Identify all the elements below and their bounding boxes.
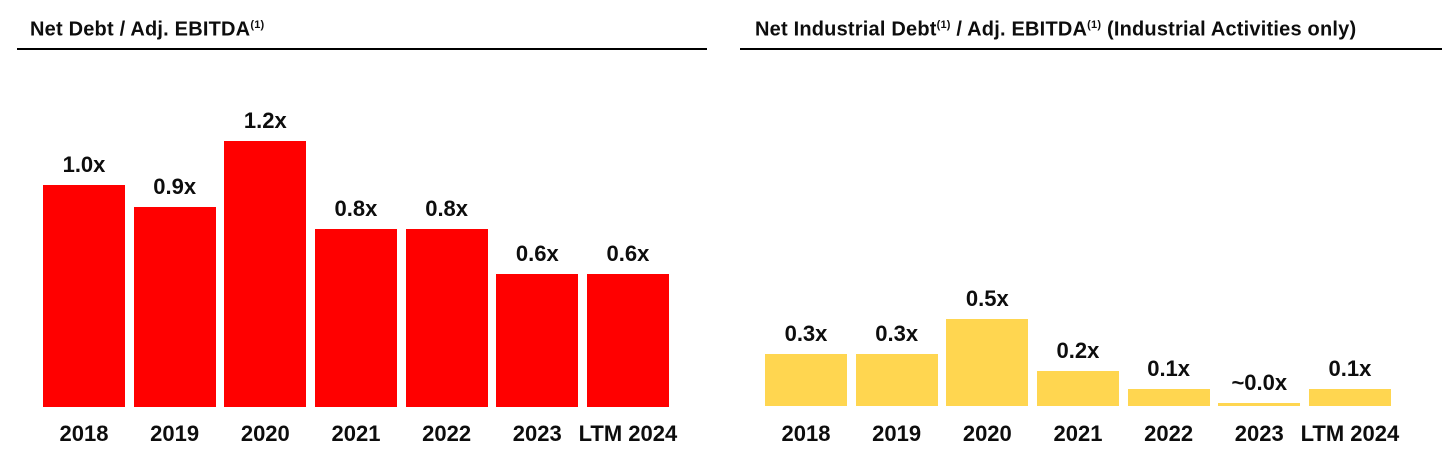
x-axis-label: 2019: [150, 421, 200, 446]
x-axis-label: 2019: [872, 421, 922, 446]
bar-value-label: 0.5x: [965, 286, 1009, 311]
bar-group: 1.2x: [224, 77, 307, 407]
right-chart-header: Net Industrial Debt(1) / Adj. EBITDA(1) …: [740, 12, 1442, 50]
bar-group: 0.2x: [1036, 76, 1119, 406]
x-axis-label: 2023: [1234, 421, 1284, 446]
bar-value-label: 0.3x: [875, 321, 919, 346]
bar-group: 0.6x: [496, 77, 579, 407]
bar-group: 0.8x: [405, 77, 488, 407]
x-axis-label: 2021: [331, 421, 381, 446]
x-axis-label: 2023: [512, 421, 562, 446]
bar: [765, 354, 847, 406]
bar-group: 0.3x: [855, 76, 938, 406]
bar-group: ~0.0x: [1218, 76, 1301, 406]
bar: [405, 229, 488, 407]
title-text: / Adj. EBITDA: [950, 18, 1088, 41]
bar-value-label: 1.0x: [62, 152, 106, 177]
title-footnote-marker: (1): [1087, 19, 1102, 31]
bar: [43, 185, 125, 407]
x-axis-label: 2020: [240, 421, 290, 446]
bar-value-label: 0.1x: [1328, 356, 1372, 381]
bar-group: 0.1x: [1308, 76, 1391, 406]
bar: [1308, 389, 1391, 406]
bar-value-label: 0.6x: [606, 241, 650, 266]
left-chart-title: Net Debt / Adj. EBITDA(1): [17, 12, 707, 48]
bar-value-label: 0.8x: [334, 196, 378, 221]
left-chart-plot-area: 1.0x 0.9x 1.2x 0.8x 0.8x 0.6x 0.6x: [43, 77, 669, 407]
bar: [1127, 389, 1210, 406]
bar-value-label: 0.6x: [515, 241, 559, 266]
bar-value-label: ~0.0x: [1231, 370, 1288, 395]
x-axis-label: 2018: [781, 421, 831, 446]
bar: [1218, 403, 1301, 406]
bar-group: 0.3x: [765, 76, 847, 406]
right-chart-plot-area: 0.3x 0.3x 0.5x 0.2x 0.1x ~0.0x 0.1x: [765, 76, 1391, 406]
bar-group: 0.5x: [946, 76, 1029, 406]
left-chart-header: Net Debt / Adj. EBITDA(1): [17, 12, 707, 50]
x-axis-label: 2020: [962, 421, 1012, 446]
title-text: Net Debt / Adj. EBITDA: [30, 18, 251, 41]
x-axis-label: 2021: [1053, 421, 1103, 446]
left-chart-x-axis: 2018 2019 2020 2021 2022 2023 LTM 2024: [43, 421, 678, 447]
bar-value-label: 1.2x: [243, 108, 287, 133]
bar-value-label: 0.9x: [153, 174, 197, 199]
x-axis-label: 2018: [59, 421, 109, 446]
bar: [855, 354, 938, 406]
bar: [1036, 371, 1119, 406]
bar: [224, 141, 307, 407]
x-axis-label: LTM 2024: [1300, 421, 1400, 446]
bar: [946, 319, 1029, 406]
bar-value-label: 0.2x: [1056, 338, 1100, 363]
bar-group: 0.8x: [314, 77, 397, 407]
bar-group: 0.9x: [133, 77, 216, 407]
bar-group: 1.0x: [43, 77, 125, 407]
bar-group: 0.6x: [586, 77, 669, 407]
bar-group: 0.1x: [1127, 76, 1210, 406]
bar: [586, 274, 669, 407]
bar: [133, 207, 216, 407]
right-chart-title: Net Industrial Debt(1) / Adj. EBITDA(1) …: [740, 12, 1442, 48]
title-footnote-marker: (1): [936, 19, 951, 31]
title-text: Net Industrial Debt: [755, 18, 937, 41]
bar-value-label: 0.3x: [784, 321, 828, 346]
bar: [314, 229, 397, 407]
right-chart-x-axis: 2018 2019 2020 2021 2022 2023 LTM 2024: [765, 421, 1400, 447]
bar-value-label: 0.8x: [425, 196, 469, 221]
x-axis-label: 2022: [1144, 421, 1194, 446]
bar-value-label: 0.1x: [1147, 356, 1191, 381]
title-text: (Industrial Activities only): [1101, 18, 1357, 41]
bar: [496, 274, 579, 407]
x-axis-label: 2022: [422, 421, 472, 446]
x-axis-label: LTM 2024: [578, 421, 678, 446]
title-footnote-marker: (1): [250, 19, 265, 31]
